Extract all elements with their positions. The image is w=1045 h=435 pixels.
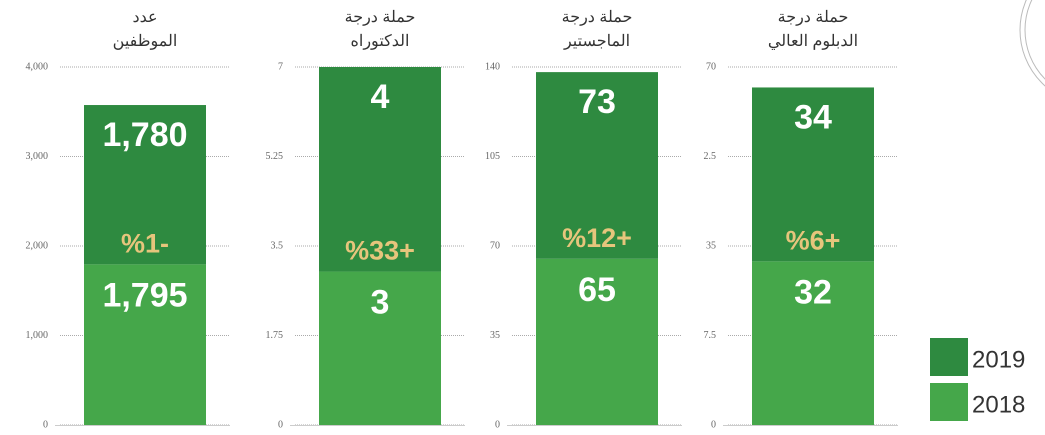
value-label: 32 bbox=[794, 273, 832, 311]
y-tick-label: 1.75 bbox=[266, 330, 284, 341]
y-tick-label: 105 bbox=[485, 151, 500, 162]
y-tick-label: 35 bbox=[706, 240, 716, 251]
value-label: 1,795 bbox=[102, 276, 187, 314]
chart-title: الدبلوم العالي bbox=[768, 33, 858, 50]
y-tick-label: 2.5 bbox=[704, 151, 717, 162]
decor-arc bbox=[1024, 0, 1045, 80]
y-tick-label: 2,000 bbox=[26, 240, 49, 251]
y-tick-label: 7.5 bbox=[704, 330, 717, 341]
legend-swatch bbox=[930, 383, 968, 421]
legend-label: 2019 bbox=[972, 346, 1025, 373]
legend-label: 2018 bbox=[972, 391, 1025, 418]
chart-title: الموظفين bbox=[113, 33, 178, 50]
bar-segment bbox=[319, 271, 441, 425]
bar-segment bbox=[752, 261, 874, 425]
chart-title: الدكتوراه bbox=[351, 33, 410, 50]
y-tick-label: 35 bbox=[490, 330, 500, 341]
chart-title: الماجستير bbox=[563, 33, 630, 50]
value-label: 4 bbox=[371, 78, 390, 116]
legend-swatch bbox=[930, 338, 968, 376]
change-annotation: %12+ bbox=[562, 223, 632, 253]
y-tick-label: 7 bbox=[278, 61, 283, 72]
y-tick-label: 4,000 bbox=[26, 61, 49, 72]
y-tick-label: 140 bbox=[485, 61, 500, 72]
y-tick-label: 3.5 bbox=[271, 240, 284, 251]
y-tick-label: 0 bbox=[495, 419, 500, 430]
bar-segment bbox=[84, 264, 206, 425]
change-annotation: %1- bbox=[121, 228, 169, 258]
decor-arc bbox=[1019, 0, 1045, 87]
chart-title: عدد bbox=[132, 9, 157, 26]
y-tick-label: 3,000 bbox=[26, 151, 49, 162]
value-label: 3 bbox=[371, 284, 390, 322]
y-tick-label: 5.25 bbox=[266, 151, 284, 162]
change-annotation: %33+ bbox=[345, 236, 415, 266]
value-label: 1,780 bbox=[102, 116, 187, 154]
chart-title: حملة درجة bbox=[778, 9, 849, 26]
y-tick-label: 0 bbox=[711, 419, 716, 430]
value-label: 34 bbox=[794, 98, 832, 136]
y-tick-label: 0 bbox=[278, 419, 283, 430]
decoration bbox=[1019, 0, 1045, 87]
value-label: 65 bbox=[578, 271, 616, 309]
y-tick-label: 1,000 bbox=[26, 330, 49, 341]
value-label: 73 bbox=[578, 83, 616, 121]
bar-segment bbox=[319, 67, 441, 272]
y-tick-label: 70 bbox=[706, 61, 716, 72]
change-annotation: %6+ bbox=[786, 225, 841, 255]
bar-segment bbox=[84, 105, 206, 265]
bar-segment bbox=[536, 72, 658, 259]
bar-segment bbox=[752, 87, 874, 262]
chart-title: حملة درجة bbox=[562, 9, 633, 26]
chart-title: حملة درجة bbox=[345, 9, 416, 26]
y-tick-label: 70 bbox=[490, 240, 500, 251]
bar-segment bbox=[536, 258, 658, 425]
y-tick-label: 0 bbox=[43, 419, 48, 430]
